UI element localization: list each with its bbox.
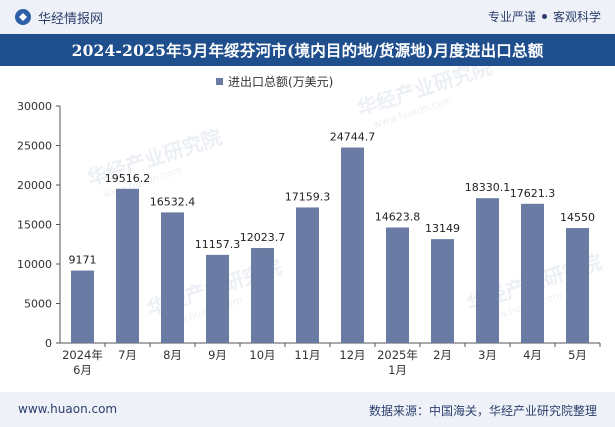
bar-chart: 华经产业研究院www.huaon.com华经产业研究院www.huaon.com… — [17, 66, 605, 377]
x-tick-label: 2025年 — [377, 348, 418, 362]
bar-value-label: 17621.3 — [510, 187, 556, 200]
bar-value-label: 19516.2 — [105, 172, 151, 185]
x-tick-label: 11月 — [294, 348, 320, 362]
brand: 华经情报网 — [14, 8, 104, 27]
bar — [161, 212, 184, 343]
bar — [296, 207, 319, 343]
tagline-right: 客观科学 — [552, 10, 601, 24]
bar-value-label: 14550 — [560, 211, 595, 224]
footer-band: www.huaon.com 数据来源：中国海关，华经产业研究院整理 — [0, 392, 615, 427]
x-tick-label: 2024年 — [62, 348, 103, 362]
bar — [116, 188, 139, 343]
bar-value-label: 18330.1 — [465, 181, 511, 194]
brand-name: 华经情报网 — [38, 11, 104, 27]
bar-value-label: 16532.4 — [150, 195, 196, 208]
x-tick-label: 10月 — [249, 348, 275, 362]
bar — [566, 228, 589, 343]
x-tick-label: 3月 — [478, 348, 497, 362]
x-tick-label: 7月 — [118, 348, 137, 362]
x-tick-label: 9月 — [208, 348, 227, 362]
y-tick-label: 10000 — [17, 258, 52, 271]
tagline: 专业严谨 客观科学 — [488, 8, 601, 25]
bar — [386, 227, 409, 343]
bar-value-label: 24744.7 — [330, 131, 376, 144]
bar — [71, 270, 94, 343]
y-tick-label: 20000 — [17, 179, 52, 192]
bar — [341, 147, 364, 343]
x-tick-label: 6月 — [73, 363, 92, 377]
separator-dot-icon — [541, 14, 547, 19]
x-tick-label: 12月 — [339, 348, 365, 362]
bar — [206, 254, 229, 343]
x-tick-label: 2月 — [433, 348, 452, 362]
bar-value-label: 11157.3 — [195, 238, 241, 251]
bar — [431, 239, 454, 343]
website-link[interactable]: www.huaon.com — [18, 402, 118, 416]
y-tick-label: 30000 — [17, 100, 52, 113]
chart-title: 2024-2025年5月年绥芬河市(境内目的地/货源地)月度进出口总额 — [0, 34, 615, 66]
bar-value-label: 12023.7 — [240, 231, 286, 244]
legend-label: 进出口总额(万美元) — [228, 75, 333, 89]
bar-value-label: 17159.3 — [285, 190, 331, 203]
bar-value-label: 14623.8 — [375, 210, 421, 223]
brand-logo-icon — [15, 9, 31, 25]
bar — [521, 203, 544, 343]
x-tick-label: 5月 — [568, 348, 587, 362]
y-tick-label: 0 — [45, 337, 52, 350]
bar — [251, 248, 274, 343]
x-tick-label: 4月 — [523, 348, 542, 362]
tagline-left: 专业严谨 — [487, 10, 536, 24]
bar — [476, 198, 499, 343]
bar-value-label: 13149 — [425, 222, 460, 235]
header-band: 华经情报网 专业严谨 客观科学 — [0, 0, 615, 34]
bar-value-label: 9171 — [69, 254, 97, 267]
y-tick-label: 5000 — [24, 298, 52, 311]
legend-swatch — [216, 78, 223, 85]
x-tick-label: 8月 — [163, 348, 182, 362]
y-tick-label: 25000 — [17, 140, 52, 153]
x-tick-label: 1月 — [388, 363, 407, 377]
data-source: 数据来源：中国海关，华经产业研究院整理 — [368, 404, 597, 418]
y-tick-label: 15000 — [17, 219, 52, 232]
